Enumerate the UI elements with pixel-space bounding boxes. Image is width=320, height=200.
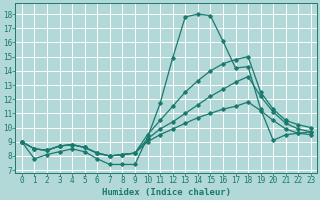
- X-axis label: Humidex (Indice chaleur): Humidex (Indice chaleur): [102, 188, 231, 197]
